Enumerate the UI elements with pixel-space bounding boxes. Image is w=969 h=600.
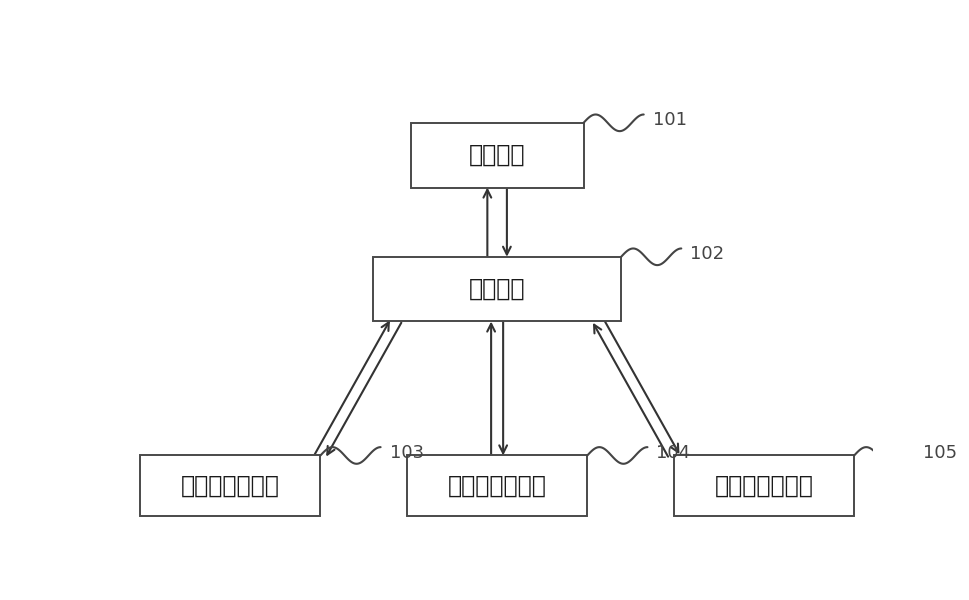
Text: 云服务器: 云服务器: [468, 143, 525, 167]
Text: 网关设备: 网关设备: [468, 277, 525, 301]
Text: 分布式资源设备: 分布式资源设备: [714, 473, 813, 497]
Text: 101: 101: [652, 112, 686, 130]
Text: 105: 105: [922, 444, 956, 462]
Text: 分布式资源设备: 分布式资源设备: [448, 473, 546, 497]
Bar: [140, 455, 320, 515]
Text: 102: 102: [690, 245, 724, 263]
Bar: [407, 455, 586, 515]
Bar: [410, 123, 583, 187]
Text: 103: 103: [390, 444, 423, 462]
Bar: [373, 257, 620, 322]
Text: 104: 104: [656, 444, 690, 462]
Text: 分布式资源设备: 分布式资源设备: [180, 473, 279, 497]
Bar: [673, 455, 854, 515]
